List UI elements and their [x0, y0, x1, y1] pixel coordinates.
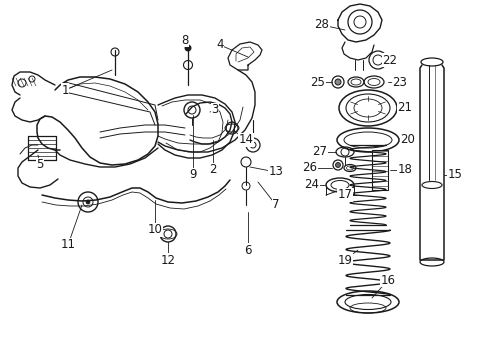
Text: 21: 21	[397, 102, 412, 114]
Circle shape	[86, 200, 90, 204]
Bar	[371, 150, 387, 190]
Text: 10: 10	[147, 224, 162, 237]
Text: 22: 22	[382, 54, 397, 67]
Text: 4: 4	[216, 39, 224, 51]
Text: 8: 8	[181, 33, 188, 46]
Text: 11: 11	[61, 238, 75, 252]
Text: 16: 16	[380, 274, 395, 287]
Text: 23: 23	[392, 76, 407, 89]
Text: 7: 7	[272, 198, 279, 211]
Text: 5: 5	[36, 158, 43, 171]
Text: 1: 1	[61, 84, 69, 96]
Text: 14: 14	[238, 134, 253, 147]
Text: 17: 17	[337, 189, 352, 202]
Text: 28: 28	[314, 18, 329, 31]
Text: 25: 25	[310, 76, 325, 89]
Circle shape	[334, 79, 340, 85]
Text: 19: 19	[337, 253, 352, 266]
Text: 15: 15	[447, 168, 462, 181]
Text: 12: 12	[160, 253, 175, 266]
Text: 9: 9	[189, 168, 196, 181]
Text: 18: 18	[397, 163, 411, 176]
Circle shape	[335, 162, 340, 167]
Text: 24: 24	[304, 179, 319, 192]
Text: 2: 2	[209, 163, 216, 176]
Text: 20: 20	[400, 134, 415, 147]
Text: 13: 13	[268, 166, 283, 179]
Text: 3: 3	[211, 104, 218, 117]
Circle shape	[184, 45, 191, 51]
Text: 6: 6	[244, 243, 251, 256]
Text: 27: 27	[312, 145, 327, 158]
Text: 26: 26	[302, 162, 317, 175]
